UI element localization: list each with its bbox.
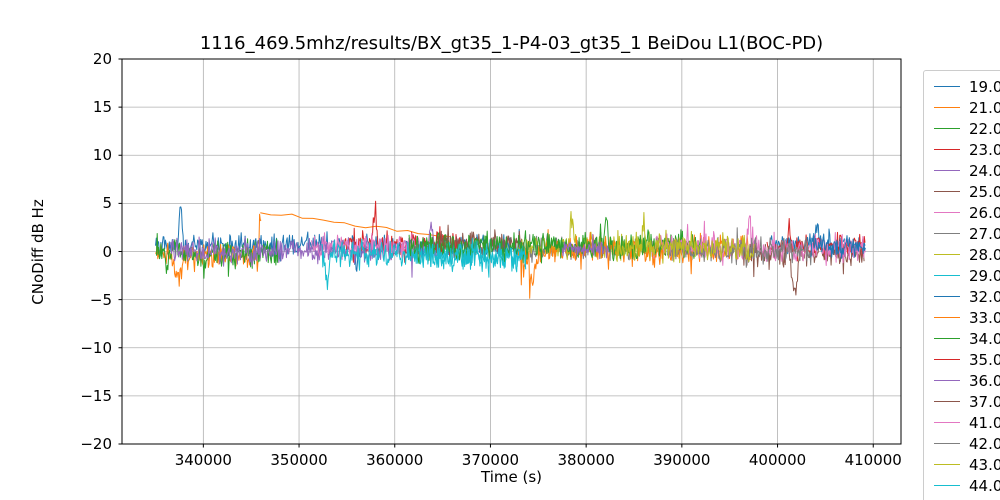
legend-entry: 42.0 xyxy=(934,433,1000,454)
series-layer xyxy=(155,200,866,299)
legend-entry: 36.0 xyxy=(934,370,1000,391)
legend-line-sample xyxy=(934,463,960,466)
series-line-24.0 xyxy=(170,221,441,278)
x-tick-label: 380000 xyxy=(557,451,615,469)
legend-entry: 32.0 xyxy=(934,286,1000,307)
y-tick-label: 0 xyxy=(102,242,112,261)
legend-entry: 45.0 xyxy=(934,496,1000,500)
y-tick-label: 15 xyxy=(92,98,112,117)
legend-label: 37.0 xyxy=(969,392,1000,411)
x-tick-label: 400000 xyxy=(748,451,807,469)
legend-entry: 19.0 xyxy=(934,76,1000,97)
legend-line-sample xyxy=(934,295,960,298)
legend-entry: 24.0 xyxy=(934,160,1000,181)
legend-label: 29.0 xyxy=(969,266,1000,285)
series-line-21.0 xyxy=(260,212,450,237)
x-tick-label: 410000 xyxy=(844,451,902,469)
legend: 19.0 21.0 22.0 23.0 24.0 25.0 26.0 27.0 28.0 29.0… xyxy=(923,70,1000,500)
legend-entry: 37.0 xyxy=(934,391,1000,412)
legend-entry: 44.0 xyxy=(934,475,1000,496)
legend-line-sample xyxy=(934,484,960,487)
legend-entry: 33.0 xyxy=(934,307,1000,328)
legend-label: 24.0 xyxy=(969,161,1000,180)
legend-line-sample xyxy=(934,106,960,109)
legend-entry: 22.0 xyxy=(934,118,1000,139)
legend-line-sample xyxy=(934,127,960,130)
legend-label: 25.0 xyxy=(969,182,1000,201)
series-line-44.0 xyxy=(418,237,527,273)
legend-line-sample xyxy=(934,148,960,151)
legend-entry: 41.0 xyxy=(934,412,1000,433)
legend-label: 33.0 xyxy=(969,308,1000,327)
legend-line-sample xyxy=(934,358,960,361)
legend-label: 27.0 xyxy=(969,224,1000,243)
y-tick-label: 5 xyxy=(102,194,112,213)
y-axis-label: CNoDiff dB Hz xyxy=(29,199,47,305)
legend-entry: 26.0 xyxy=(934,202,1000,223)
legend-entry: 28.0 xyxy=(934,244,1000,265)
legend-label: 41.0 xyxy=(969,413,1000,432)
legend-label: 32.0 xyxy=(969,287,1000,306)
legend-line-sample xyxy=(934,400,960,403)
series-line-32.0 xyxy=(770,223,866,262)
legend-entry: 25.0 xyxy=(934,181,1000,202)
legend-line-sample xyxy=(934,316,960,319)
legend-label: 23.0 xyxy=(969,140,1000,159)
x-axis-label: Time (s) xyxy=(481,468,542,486)
y-tick-label: −20 xyxy=(80,435,112,453)
y-tick-label: 10 xyxy=(92,146,112,165)
legend-entry: 35.0 xyxy=(934,349,1000,370)
legend-label: 26.0 xyxy=(969,203,1000,222)
legend-label: 45.0 xyxy=(969,498,1000,500)
x-tick-label: 350000 xyxy=(270,451,328,469)
y-tick-label: 20 xyxy=(92,50,112,68)
legend-label: 42.0 xyxy=(969,434,1000,453)
chart-title: 1116_469.5mhz/results/BX_gt35_1-P4-03_gt… xyxy=(199,33,824,54)
legend-label: 34.0 xyxy=(969,329,1000,348)
legend-line-sample xyxy=(934,337,960,340)
y-tick-label: −5 xyxy=(89,290,112,309)
series-line-43.0 xyxy=(614,212,755,263)
x-tick-label: 370000 xyxy=(461,451,520,469)
legend-line-sample xyxy=(934,253,960,256)
legend-entry: 27.0 xyxy=(934,223,1000,244)
legend-line-sample xyxy=(934,421,960,424)
legend-entry: 43.0 xyxy=(934,454,1000,475)
series-line-45.0 xyxy=(810,235,866,259)
x-tick-label: 390000 xyxy=(653,451,711,469)
legend-label: 21.0 xyxy=(969,98,1000,117)
legend-line-sample xyxy=(934,274,960,277)
legend-label: 44.0 xyxy=(969,476,1000,495)
legend-label: 35.0 xyxy=(969,350,1000,369)
legend-line-sample xyxy=(934,442,960,445)
legend-line-sample xyxy=(934,169,960,172)
legend-line-sample xyxy=(934,85,960,88)
legend-entry: 21.0 xyxy=(934,97,1000,118)
legend-label: 19.0 xyxy=(969,77,1000,96)
legend-line-sample xyxy=(934,211,960,214)
legend-line-sample xyxy=(934,190,960,193)
legend-label: 22.0 xyxy=(969,119,1000,138)
x-tick-label: 360000 xyxy=(366,451,424,469)
legend-label: 28.0 xyxy=(969,245,1000,264)
legend-entry: 23.0 xyxy=(934,139,1000,160)
legend-line-sample xyxy=(934,232,960,235)
series-line-26.0 xyxy=(311,232,420,260)
legend-label: 43.0 xyxy=(969,455,1000,474)
series-line-36.0 xyxy=(561,233,611,260)
x-tick-label: 340000 xyxy=(174,451,232,469)
legend-entry: 29.0 xyxy=(934,265,1000,286)
series-line-21.0 xyxy=(155,213,262,287)
y-tick-label: −10 xyxy=(80,338,112,357)
legend-line-sample xyxy=(934,379,960,382)
series-line-42.0 xyxy=(667,227,812,268)
legend-label: 36.0 xyxy=(969,371,1000,390)
legend-entry: 34.0 xyxy=(934,328,1000,349)
y-tick-label: −15 xyxy=(80,386,112,405)
